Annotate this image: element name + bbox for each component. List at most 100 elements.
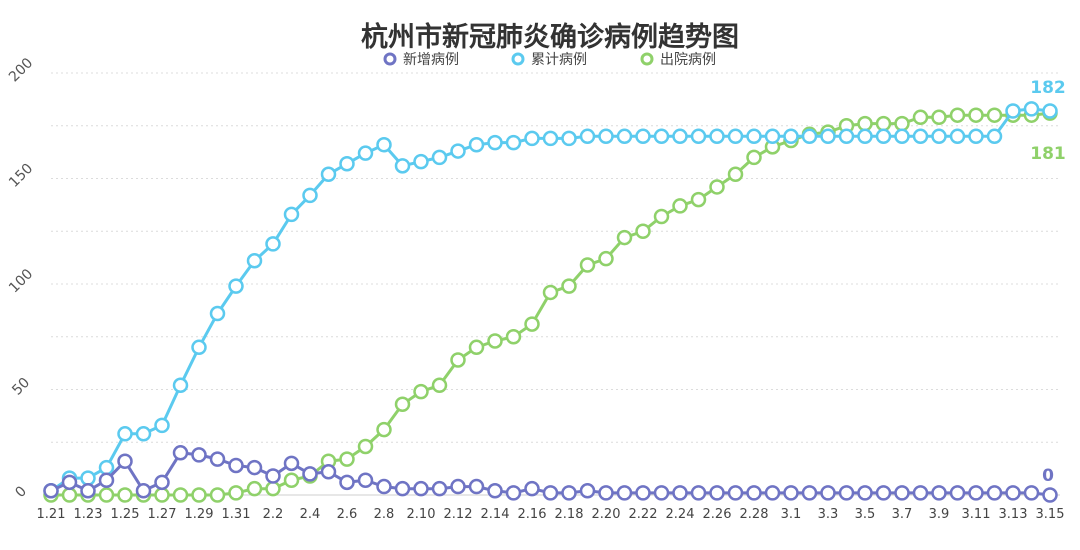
data-point-new-cases[interactable] (172, 445, 189, 461)
data-point-total-cases[interactable] (653, 128, 670, 145)
data-point-total-cases[interactable] (450, 143, 466, 159)
data-point-new-cases[interactable] (228, 457, 244, 474)
data-point-new-cases[interactable] (931, 485, 947, 501)
legend-item-discharged[interactable]: 出院病例 (640, 52, 716, 68)
data-point-total-cases[interactable] (339, 155, 355, 172)
data-point-discharged-cases[interactable] (394, 396, 411, 413)
data-point-discharged-cases[interactable] (468, 339, 485, 356)
data-point-new-cases[interactable] (616, 485, 633, 501)
data-point-total-cases[interactable] (505, 134, 522, 151)
data-point-discharged-cases[interactable] (949, 107, 966, 123)
data-point-total-cases[interactable] (968, 128, 984, 145)
data-point-discharged-cases[interactable] (912, 109, 929, 126)
data-point-discharged-cases[interactable] (154, 487, 170, 503)
data-point-new-cases[interactable] (61, 474, 78, 491)
data-point-total-cases[interactable] (117, 426, 133, 442)
data-point-discharged-cases[interactable] (931, 109, 947, 126)
data-point-total-cases[interactable] (838, 128, 855, 145)
data-point-total-cases[interactable] (857, 128, 873, 145)
data-point-total-cases[interactable] (154, 417, 170, 434)
data-point-new-cases[interactable] (672, 485, 688, 501)
data-point-discharged-cases[interactable] (968, 107, 984, 123)
data-point-new-cases[interactable] (783, 485, 799, 501)
data-point-total-cases[interactable] (172, 377, 189, 394)
data-point-discharged-cases[interactable] (61, 487, 78, 503)
data-point-new-cases[interactable] (968, 485, 984, 501)
data-point-total-cases[interactable] (579, 128, 596, 145)
data-point-new-cases[interactable] (246, 459, 263, 476)
data-point-total-cases[interactable] (98, 459, 115, 476)
data-point-new-cases[interactable] (1005, 485, 1021, 501)
data-point-total-cases[interactable] (413, 153, 429, 170)
data-point-discharged-cases[interactable] (376, 421, 392, 438)
data-point-total-cases[interactable] (135, 426, 152, 442)
data-point-total-cases[interactable] (875, 128, 892, 145)
data-point-new-cases[interactable] (357, 472, 374, 488)
data-point-total-cases[interactable] (746, 128, 762, 145)
data-point-new-cases[interactable] (154, 474, 170, 491)
data-point-new-cases[interactable] (524, 480, 540, 497)
data-point-new-cases[interactable] (376, 478, 392, 495)
legend-item-total[interactable]: 累计病例 (511, 52, 587, 68)
data-point-total-cases[interactable] (727, 128, 744, 145)
data-point-new-cases[interactable] (413, 480, 429, 497)
data-point-total-cases[interactable] (783, 128, 799, 145)
data-point-new-cases[interactable] (635, 485, 651, 501)
data-point-total-cases[interactable] (191, 339, 207, 356)
data-point-new-cases[interactable] (875, 485, 892, 501)
data-point-discharged-cases[interactable] (191, 487, 207, 503)
data-point-discharged-cases[interactable] (339, 451, 355, 467)
data-point-new-cases[interactable] (394, 480, 411, 497)
data-point-discharged-cases[interactable] (653, 208, 670, 225)
data-point-total-cases[interactable] (320, 166, 337, 183)
data-point-new-cases[interactable] (487, 483, 503, 499)
data-point-total-cases[interactable] (635, 128, 651, 145)
data-point-new-cases[interactable] (98, 472, 115, 488)
data-point-new-cases[interactable] (302, 466, 318, 482)
data-point-new-cases[interactable] (43, 483, 59, 499)
data-point-new-cases[interactable] (653, 485, 670, 501)
data-point-new-cases[interactable] (505, 485, 522, 501)
data-point-new-cases[interactable] (209, 451, 226, 467)
data-point-total-cases[interactable] (209, 305, 226, 322)
data-point-new-cases[interactable] (912, 485, 929, 501)
data-point-discharged-cases[interactable] (635, 223, 651, 239)
data-point-new-cases[interactable] (191, 447, 207, 463)
data-point-discharged-cases[interactable] (524, 316, 540, 332)
data-point-new-cases[interactable] (801, 485, 818, 501)
data-point-discharged-cases[interactable] (616, 229, 633, 246)
data-point-new-cases[interactable] (709, 485, 725, 501)
data-point-discharged-cases[interactable] (98, 487, 115, 503)
data-point-total-cases[interactable] (598, 128, 614, 145)
data-point-new-cases[interactable] (894, 485, 910, 501)
data-point-total-cases[interactable] (357, 145, 374, 161)
data-point-total-cases[interactable] (1023, 101, 1040, 117)
data-point-discharged-cases[interactable] (431, 377, 448, 394)
data-point-total-cases[interactable] (246, 253, 263, 269)
data-point-new-cases[interactable] (561, 485, 577, 501)
data-point-discharged-cases[interactable] (283, 472, 300, 488)
data-point-new-cases[interactable] (450, 478, 466, 495)
data-point-total-cases[interactable] (487, 134, 503, 151)
data-point-discharged-cases[interactable] (117, 487, 133, 503)
data-point-discharged-cases[interactable] (228, 485, 244, 501)
data-point-new-cases[interactable] (265, 468, 281, 484)
data-point-discharged-cases[interactable] (246, 480, 263, 497)
data-point-discharged-cases[interactable] (875, 115, 892, 132)
data-point-new-cases[interactable] (838, 485, 855, 501)
data-point-total-cases[interactable] (302, 187, 318, 204)
data-point-discharged-cases[interactable] (598, 250, 614, 267)
data-point-discharged-cases[interactable] (505, 329, 522, 345)
data-point-new-cases[interactable] (820, 485, 836, 501)
data-point-total-cases[interactable] (228, 278, 244, 294)
data-point-discharged-cases[interactable] (857, 115, 873, 132)
data-point-discharged-cases[interactable] (986, 107, 1003, 123)
data-point-discharged-cases[interactable] (894, 115, 910, 132)
data-point-total-cases[interactable] (394, 158, 411, 174)
data-point-new-cases[interactable] (746, 485, 762, 501)
data-point-total-cases[interactable] (468, 136, 485, 153)
data-point-new-cases[interactable] (857, 485, 873, 501)
data-point-new-cases[interactable] (986, 485, 1003, 501)
data-point-discharged-cases[interactable] (690, 191, 707, 208)
data-point-discharged-cases[interactable] (357, 438, 374, 455)
